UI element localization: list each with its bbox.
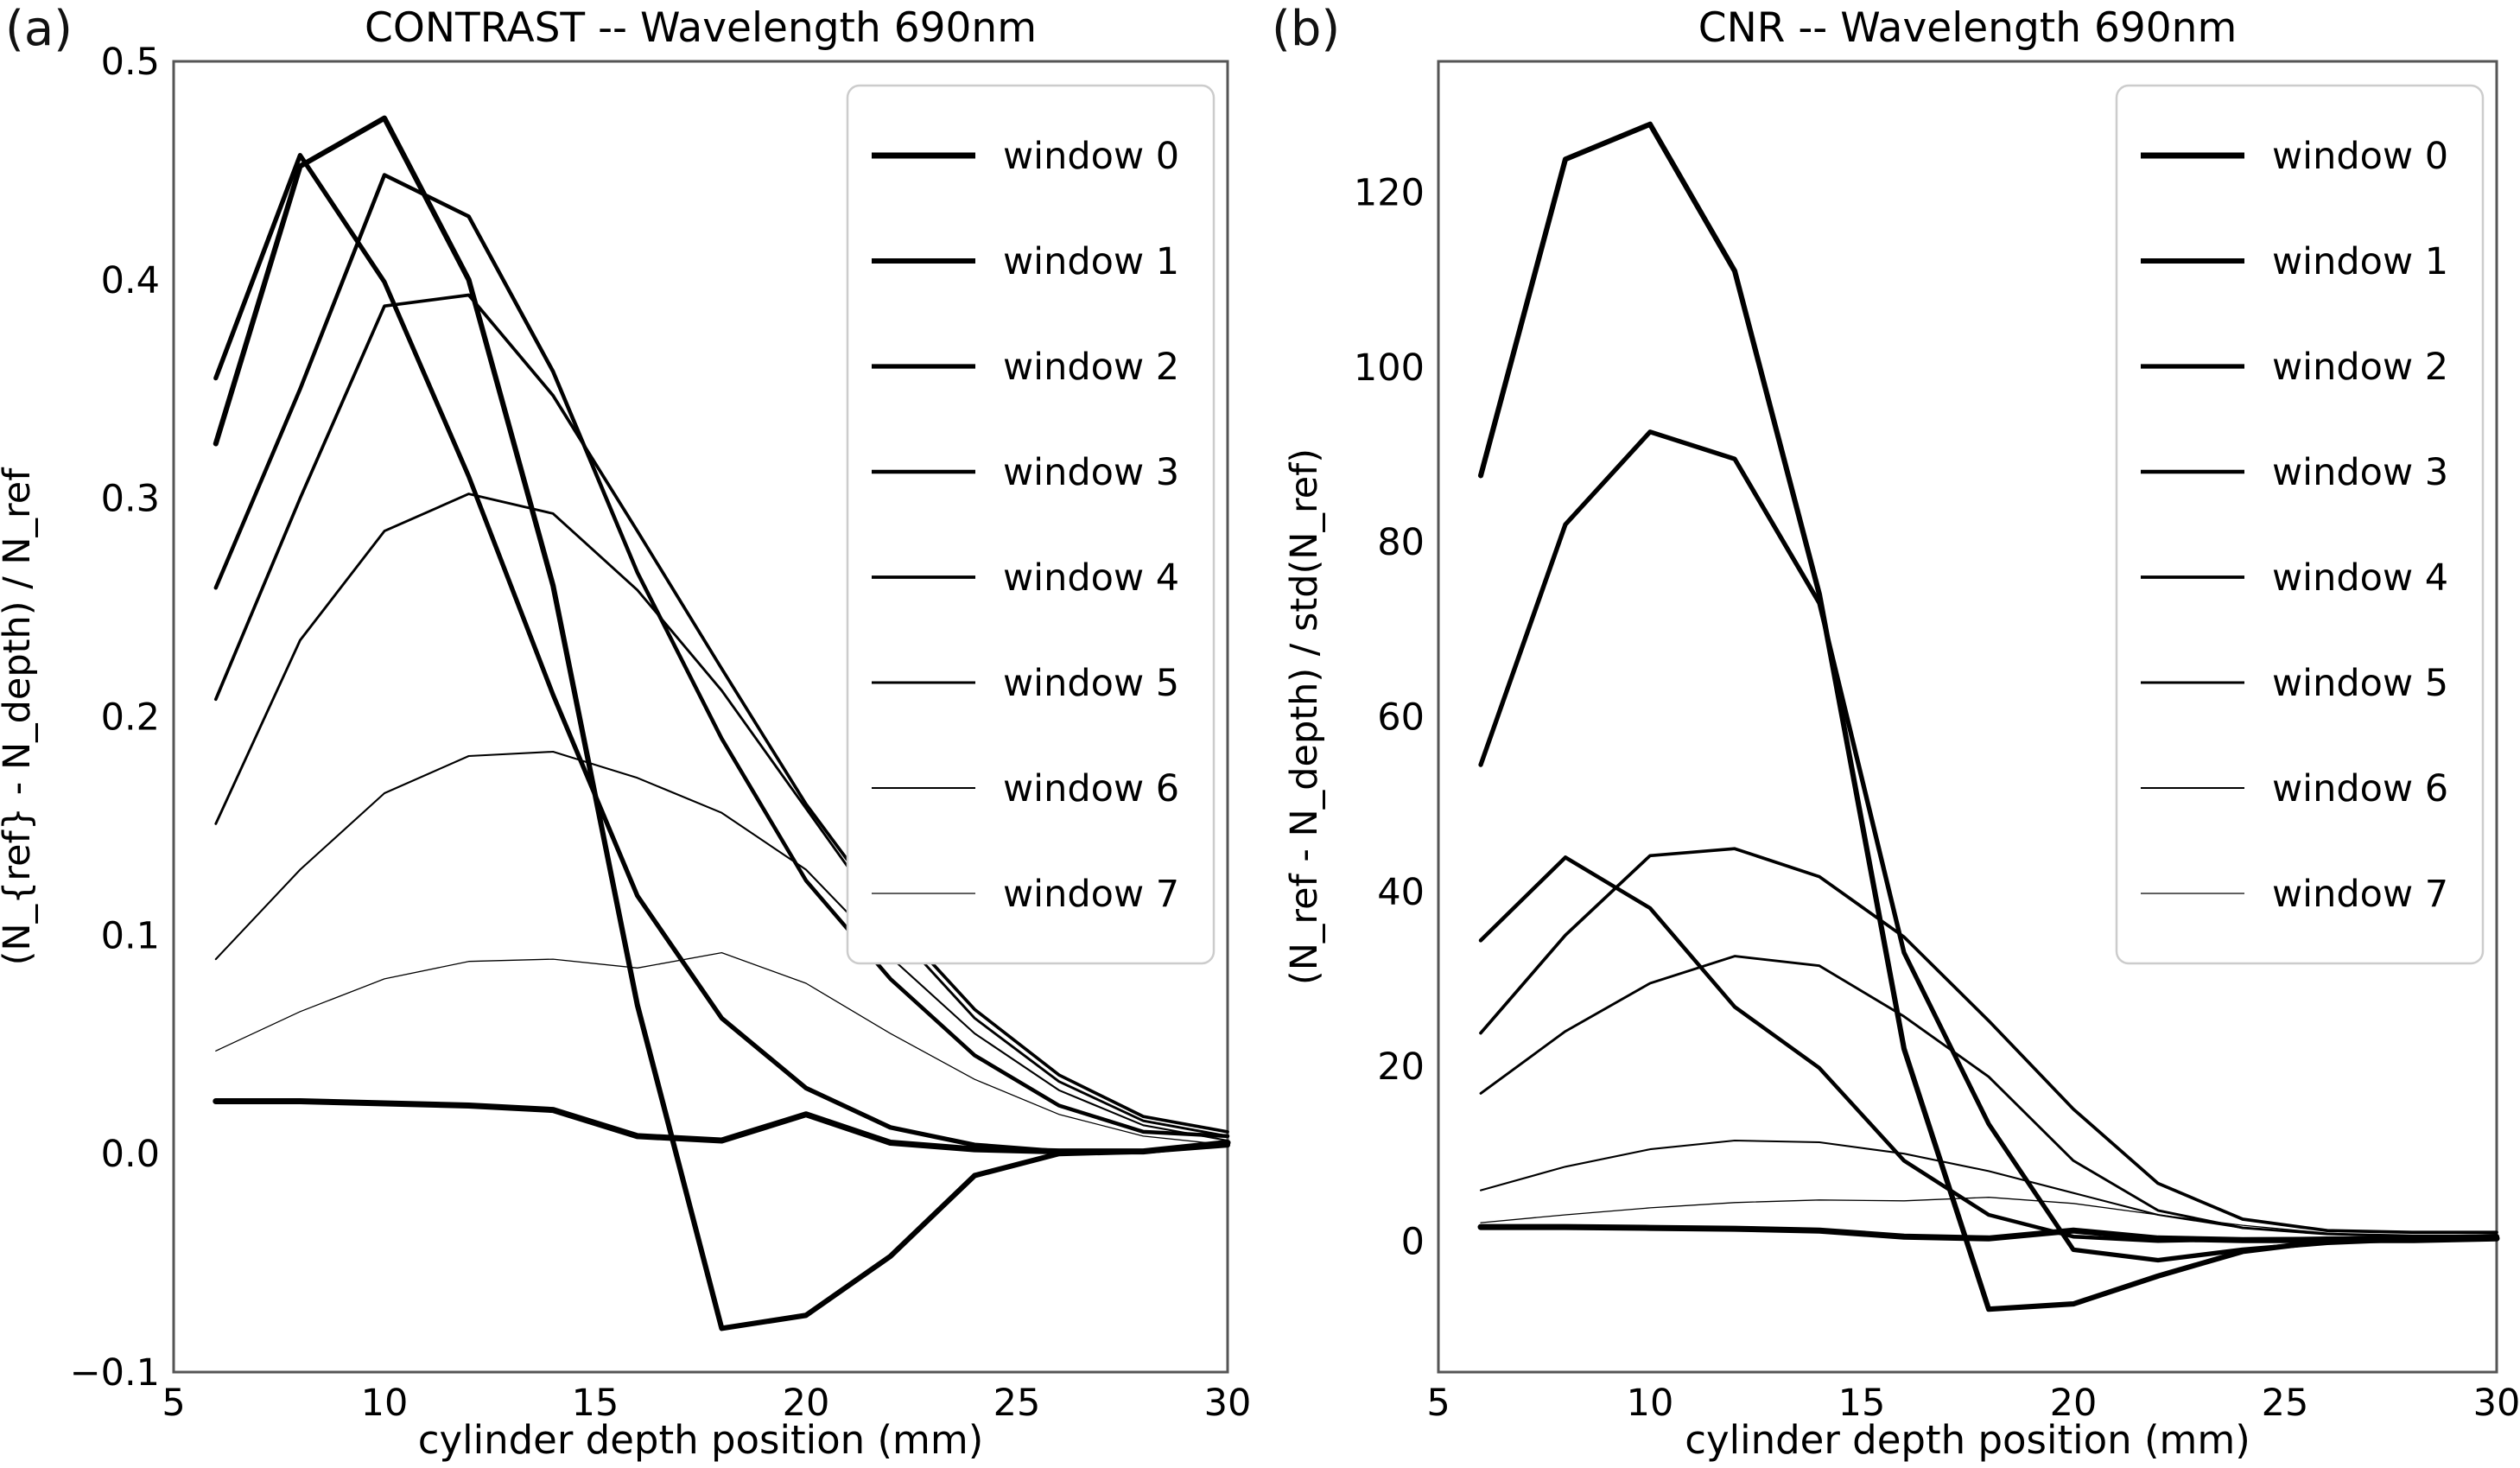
legend-item-label: window 2 xyxy=(1003,346,1179,389)
y-tick-label: 0.5 xyxy=(101,41,160,84)
line-window-3 xyxy=(1478,855,2499,1243)
panel-b-chart: CNR -- Wavelength 690nm 120 100 80 60 40 20 0 5 1… xyxy=(1283,4,2520,1463)
legend-box xyxy=(2115,84,2485,965)
x-tick-label: 30 xyxy=(1204,1382,1252,1425)
y-axis-label: (N_ref - N_depth) / std(N_ref) xyxy=(1283,448,1326,985)
y-tick-label: 80 xyxy=(1377,521,1425,564)
line-window-7 xyxy=(215,951,1228,1146)
y-tick-label: 0.2 xyxy=(101,696,160,740)
y-tick-label: 0.4 xyxy=(101,259,160,302)
x-tick-label: 10 xyxy=(1627,1382,1674,1425)
line-window-5 xyxy=(214,493,1229,1138)
panel-a-label: (a) xyxy=(5,1,73,57)
x-tick-label: 25 xyxy=(2262,1382,2309,1425)
legend-item-label: window 6 xyxy=(1003,767,1179,810)
legend-item-label: window 6 xyxy=(2272,767,2448,810)
x-tick-label: 5 xyxy=(162,1382,185,1425)
y-tick-label: 0.0 xyxy=(101,1133,160,1176)
legend-item-label: window 4 xyxy=(1003,556,1179,600)
x-tick-label: 15 xyxy=(572,1382,619,1425)
panel-b-label: (b) xyxy=(1272,1,1341,57)
line-window-3 xyxy=(213,173,1230,1139)
line-window-2 xyxy=(213,153,1230,1154)
line-window-4 xyxy=(1479,847,2498,1235)
legend-item-label: window 1 xyxy=(2272,240,2448,283)
legend-item-label: window 1 xyxy=(1003,240,1179,283)
legend-item-label: window 5 xyxy=(2272,662,2448,705)
chart-title: CONTRAST -- Wavelength 690nm xyxy=(365,4,1037,52)
legend-item-label: window 3 xyxy=(1003,451,1179,494)
x-axis-label: cylinder depth position (mm) xyxy=(1685,1417,2250,1463)
line-window-4 xyxy=(213,293,1229,1134)
y-tick-label: 20 xyxy=(1377,1045,1425,1089)
x-tick-label: 15 xyxy=(1838,1382,1886,1425)
line-window-6 xyxy=(214,750,1229,1142)
legend-item-label: window 7 xyxy=(1003,873,1179,916)
x-tick-label: 10 xyxy=(361,1382,409,1425)
panel-a-chart: CONTRAST -- Wavelength 690nm 0.5 0.4 0.3 0.2… xyxy=(0,4,1252,1463)
x-tick-label: 25 xyxy=(993,1382,1041,1425)
line-window-6 xyxy=(1479,1139,2498,1239)
y-tick-label: 40 xyxy=(1377,871,1425,914)
y-axis-label: (N_{ref} - N_depth) / N_ref xyxy=(0,467,39,966)
legend-item-label: window 0 xyxy=(2272,135,2448,178)
x-tick-label: 5 xyxy=(1426,1382,1450,1425)
y-tick-label: 60 xyxy=(1377,696,1425,740)
legend-item-label: window 7 xyxy=(2272,873,2448,916)
legend-item-label: window 3 xyxy=(2272,451,2448,494)
y-tick-label: 0.1 xyxy=(101,914,160,957)
line-window-7 xyxy=(1480,1197,2498,1239)
x-tick-label: 20 xyxy=(783,1382,830,1425)
legend-item-label: window 2 xyxy=(2272,346,2448,389)
line-window-0 xyxy=(213,1098,1231,1155)
legend-box xyxy=(846,84,1216,965)
y-tick-label: 100 xyxy=(1354,346,1425,390)
x-tick-label: 20 xyxy=(2050,1382,2098,1425)
x-tick-label: 30 xyxy=(2473,1382,2520,1425)
y-tick-label: 0 xyxy=(1401,1220,1425,1263)
legend-item-label: window 0 xyxy=(1003,135,1179,178)
x-axis-label: cylinder depth position (mm) xyxy=(418,1417,984,1463)
y-tick-label: 0.3 xyxy=(101,478,160,521)
y-tick-label: 120 xyxy=(1354,172,1425,215)
line-window-2 xyxy=(1478,429,2499,1263)
plot-frame xyxy=(172,60,1229,1374)
plot-frame xyxy=(1437,60,2498,1374)
legend-item-label: window 5 xyxy=(1003,662,1179,705)
line-window-5 xyxy=(1479,955,2498,1237)
chart-title: CNR -- Wavelength 690nm xyxy=(1698,4,2237,52)
y-tick-label: −0.1 xyxy=(70,1351,160,1395)
legend-item-label: window 4 xyxy=(2272,556,2448,600)
